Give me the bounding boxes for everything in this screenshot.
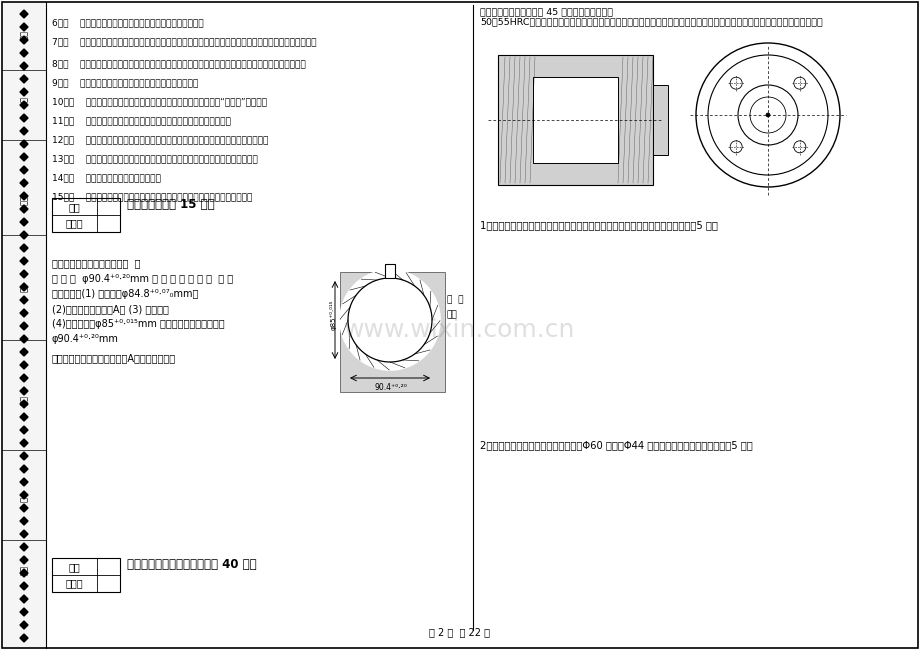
Text: 四、机械加工工艺编制题（八 40 分）: 四、机械加工工艺编制题（八 40 分） — [127, 558, 256, 571]
Polygon shape — [20, 504, 28, 512]
Polygon shape — [20, 465, 28, 473]
Text: 学校: 学校 — [19, 30, 28, 40]
Text: 深 度 是  φ90.4⁺⁰⋅²⁰mm ， 有 关 工 序 尺 寸  和 加: 深 度 是 φ90.4⁺⁰⋅²⁰mm ， 有 关 工 序 尺 寸 和 加 — [52, 274, 233, 284]
Text: 得分: 得分 — [68, 202, 80, 212]
Polygon shape — [20, 361, 28, 369]
Text: (2)插键槽工序尺寸为A； (3) 热处理；: (2)插键槽工序尺寸为A； (3) 热处理； — [52, 304, 169, 314]
Text: 如图所示齿轮内孔插键槽，键  槽: 如图所示齿轮内孔插键槽，键 槽 — [52, 258, 141, 268]
Polygon shape — [20, 452, 28, 460]
Text: 10、（    ）用换算后的工序尺寸间接保证原设计尺寸要求时，存在“假废品”的问题。: 10、（ ）用换算后的工序尺寸间接保证原设计尺寸要求时，存在“假废品”的问题。 — [52, 97, 267, 106]
Text: 键  槽: 键 槽 — [447, 296, 463, 304]
Text: 阅卷人: 阅卷人 — [65, 578, 83, 588]
Text: φ90.4⁺⁰⋅²⁰mm: φ90.4⁺⁰⋅²⁰mm — [52, 334, 119, 344]
Polygon shape — [20, 322, 28, 330]
Bar — [497, 55, 652, 185]
Text: 8、（    ）馓削加工生产率高，加工表面粗糙度値较小，是目前应用最广泛的切削加工平面的方法之一。: 8、（ ）馓削加工生产率高，加工表面粗糙度値较小，是目前应用最广泛的切削加工平面… — [52, 59, 305, 68]
Circle shape — [340, 270, 439, 370]
Bar — [384, 264, 394, 278]
Text: 姓名: 姓名 — [19, 565, 28, 575]
Circle shape — [766, 113, 769, 117]
Polygon shape — [20, 530, 28, 538]
Polygon shape — [20, 36, 28, 44]
Bar — [532, 77, 618, 163]
Polygon shape — [20, 218, 28, 226]
Polygon shape — [20, 426, 28, 434]
Text: 7、（    ）半精加工的目的，是降低粗加工中留下的误差，使被加工表面达到一定精度，来为精加工做准备。: 7、（ ）半精加工的目的，是降低粗加工中留下的误差，使被加工表面达到一定精度，来… — [52, 37, 316, 46]
Polygon shape — [20, 75, 28, 83]
Text: 12、（    ）编零件机械加工工艺规程，生产计划和进行成本核算最基本的单元是工序。: 12、（ ）编零件机械加工工艺规程，生产计划和进行成本核算最基本的单元是工序。 — [52, 135, 268, 144]
Polygon shape — [20, 127, 28, 135]
Polygon shape — [20, 283, 28, 291]
Polygon shape — [20, 478, 28, 486]
Text: 三、计算题（八 15 分）: 三、计算题（八 15 分） — [127, 198, 214, 211]
Text: 得分: 得分 — [68, 562, 80, 572]
Polygon shape — [20, 335, 28, 343]
Polygon shape — [20, 387, 28, 395]
Text: 11、（    ）要保证加工表面的余量均匀，应选择不加工表面为粗基准。: 11、（ ）要保证加工表面的余量均匀，应选择不加工表面为粗基准。 — [52, 116, 231, 125]
Polygon shape — [20, 296, 28, 304]
Text: www.wixin.com.cn: www.wixin.com.cn — [344, 318, 575, 342]
Polygon shape — [20, 88, 28, 96]
Polygon shape — [20, 569, 28, 577]
Polygon shape — [20, 192, 28, 200]
Polygon shape — [20, 101, 28, 109]
Text: 14、（    ）组成机器的基本单元是零件。: 14、（ ）组成机器的基本单元是零件。 — [52, 173, 161, 182]
Polygon shape — [20, 556, 28, 564]
Polygon shape — [20, 179, 28, 187]
Text: 13、（    ）经济加工精度是在正常加工条件下所能保证的加工精度和表面粗糙度。: 13、（ ）经济加工精度是在正常加工条件下所能保证的加工精度和表面粗糙度。 — [52, 154, 257, 163]
Text: 班级: 班级 — [19, 195, 28, 205]
Polygon shape — [20, 608, 28, 616]
Text: 第 2 页  共 22 页: 第 2 页 共 22 页 — [429, 627, 490, 637]
Text: 工顺序是：(1) 车内孔至φ84.8⁺⁰⋅⁰⁷₀mm；: 工顺序是：(1) 车内孔至φ84.8⁺⁰⋅⁰⁷₀mm； — [52, 289, 199, 299]
Polygon shape — [20, 413, 28, 421]
Bar — [52, 558, 119, 592]
Polygon shape — [20, 49, 28, 57]
Bar — [2, 2, 46, 648]
Text: 订: 订 — [19, 98, 28, 103]
Polygon shape — [20, 153, 28, 161]
Polygon shape — [20, 10, 28, 18]
Text: 用尺寸链极値法试求基本尺寸A及其上下偏差。: 用尺寸链极値法试求基本尺寸A及其上下偏差。 — [52, 353, 176, 363]
Polygon shape — [20, 140, 28, 148]
Bar — [652, 85, 667, 155]
Text: 90.4⁺⁰⋅²⁰: 90.4⁺⁰⋅²⁰ — [374, 383, 407, 392]
Polygon shape — [20, 166, 28, 174]
Text: 9、（    ）粗基准在同一尺寸方向上通常只允许使用一次。: 9、（ ）粗基准在同一尺寸方向上通常只允许使用一次。 — [52, 78, 198, 87]
Polygon shape — [20, 621, 28, 629]
Bar — [52, 198, 119, 232]
Polygon shape — [20, 270, 28, 278]
Polygon shape — [20, 205, 28, 213]
Polygon shape — [20, 114, 28, 122]
Polygon shape — [20, 374, 28, 382]
Polygon shape — [20, 231, 28, 239]
Polygon shape — [20, 634, 28, 642]
Polygon shape — [20, 595, 28, 603]
Polygon shape — [20, 543, 28, 551]
Text: 和加: 和加 — [447, 311, 458, 320]
Text: 6、（    ）不完全定位在零件的定位方案中是不允许出现的。: 6、（ ）不完全定位在零件的定位方案中是不允许出现的。 — [52, 18, 203, 27]
Polygon shape — [20, 23, 28, 31]
Bar — [340, 272, 445, 392]
Text: 1、零件图样分析：试分析该轴套由哪些加工表面组成？主要技术要求是什么？（5 分）: 1、零件图样分析：试分析该轴套由哪些加工表面组成？主要技术要求是什么？（5 分） — [480, 220, 717, 230]
Text: 15、（    ）可动调整法是采用更换不同尺寸的调整件的方法来保证装配精度的。: 15、（ ）可动调整法是采用更换不同尺寸的调整件的方法来保证装配精度的。 — [52, 192, 252, 201]
Polygon shape — [20, 62, 28, 70]
Polygon shape — [20, 257, 28, 265]
Text: 学号: 学号 — [19, 395, 28, 405]
Polygon shape — [20, 491, 28, 499]
Polygon shape — [20, 348, 28, 356]
Polygon shape — [20, 582, 28, 590]
Text: 2、主要表面的加工方案选择：试分析Φ60 外圆及Φ44 内孔的加工方案分别是什么？（5 分）: 2、主要表面的加工方案选择：试分析Φ60 外圆及Φ44 内孔的加工方案分别是什么… — [480, 440, 752, 450]
Text: (4)磨内孔至中φ85⁺⁰⋅⁰¹⁵mm 并同接保证键槽深度尺寸: (4)磨内孔至中φ85⁺⁰⋅⁰¹⁵mm 并同接保证键槽深度尺寸 — [52, 319, 224, 329]
Text: φ85⁺⁰⋅⁰¹⁵: φ85⁺⁰⋅⁰¹⁵ — [330, 300, 336, 330]
Text: 订: 订 — [19, 497, 28, 502]
Polygon shape — [20, 309, 28, 317]
Text: 阅卷人: 阅卷人 — [65, 218, 83, 228]
Polygon shape — [20, 517, 28, 525]
Polygon shape — [20, 400, 28, 408]
Text: 如下图零件所示，材料为 45 锆，中批生产，调质 50～55HRC。请编制机械加工工艺过程（每工序所用的刀具、装夹、量具、设备、加工余量、检验方法）并分析以下两: 如下图零件所示，材料为 45 锆，中批生产，调质 50～55HRC。请编制机械加… — [480, 7, 822, 27]
Text: 装: 装 — [19, 287, 28, 292]
Polygon shape — [20, 244, 28, 252]
Polygon shape — [20, 439, 28, 447]
